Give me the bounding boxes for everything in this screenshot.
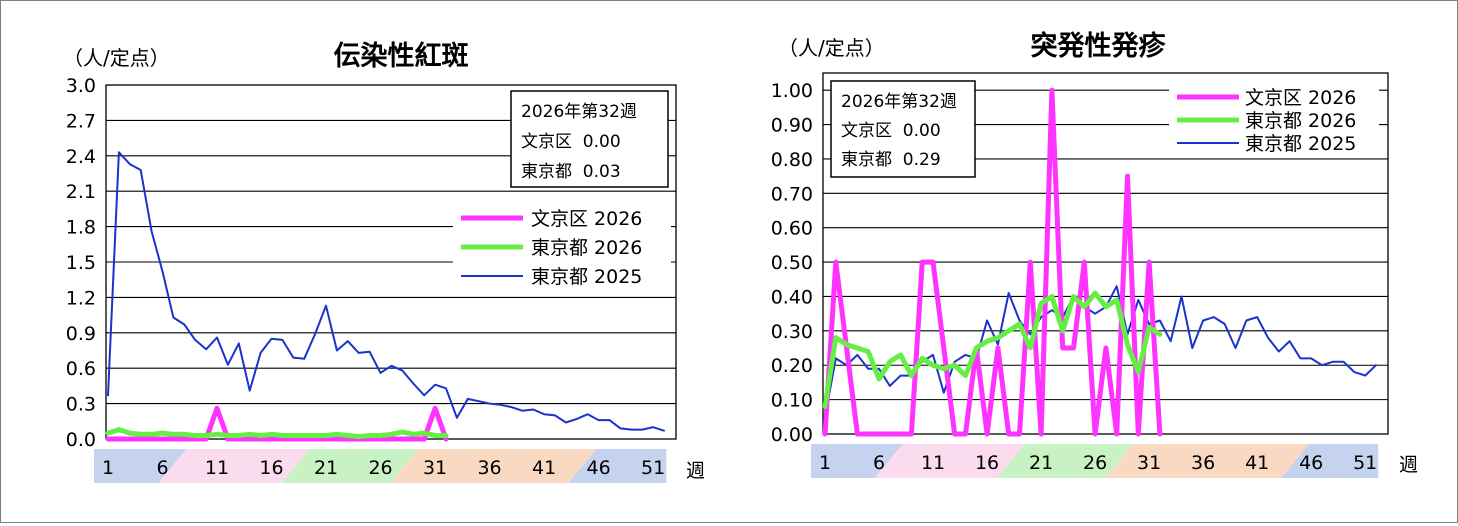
info-week: 2026年第32週 [841,92,957,112]
x-tick-label: 31 [423,457,447,479]
week-band [158,449,310,483]
y-tick-label: 0.10 [771,390,813,412]
info-bunkyo: 文京区 0.00 [521,132,621,152]
x-tick-label: 1 [819,452,831,474]
x-tick-label: 46 [1299,452,1323,474]
x-tick-label: 6 [156,457,168,479]
x-tick-label: 11 [205,457,229,479]
x-tick-label: 11 [921,452,945,474]
y-tick-label: 0.00 [771,424,813,446]
y-tick-label: 0.6 [66,358,96,380]
y-tick-label: 2.1 [66,181,96,203]
x-tick-label: 26 [368,457,392,479]
week-band [1104,444,1310,478]
legend: 文京区 2026 東京都 2026 東京都 2025 [453,201,671,291]
x-tick-label: 41 [532,457,556,479]
info-box: 2026年第32週 文京区 0.00 東京都 0.29 [830,80,976,178]
info-week: 2026年第32週 [521,102,637,122]
y-tick-label: 0.9 [66,323,96,345]
series-line-2 [107,151,665,432]
legend: 文京区 2026 東京都 2026 東京都 2025 [1169,83,1379,157]
week-band [568,449,667,483]
info-box-frame [830,80,976,178]
series-lines [105,151,665,442]
legend-label-bunkyo-2026: 文京区 2026 [1245,87,1356,109]
week-band [874,444,1025,478]
x-tick-label: 51 [1353,452,1377,474]
x-tick-label: 1 [102,457,114,479]
x-tick-label: 21 [314,457,338,479]
y-tick-label: 3.0 [66,75,96,97]
legend-label-tokyo-2025: 東京都 2025 [531,266,642,288]
x-tick-label: 21 [1029,452,1053,474]
legend-label-tokyo-2026: 東京都 2026 [1245,110,1356,132]
y-tick-label: 1.5 [66,252,96,274]
x-tick-label: 36 [477,457,501,479]
info-box: 2026年第32週 文京区 0.00 東京都 0.03 [510,90,669,188]
y-tick-label: 0.30 [771,321,813,343]
x-tick-label: 26 [1083,452,1107,474]
x-tick-label: 36 [1191,452,1215,474]
x-axis-label: 週 [1399,454,1418,476]
y-tick-label: 0.90 [771,115,813,137]
legend-label-tokyo-2025: 東京都 2025 [1245,133,1356,155]
y-tick-label: 0.70 [771,183,813,205]
x-axis-label: 週 [686,460,705,482]
chart-title: 伝染性紅斑 [334,41,469,72]
week-band [996,444,1133,478]
y-tick-label: 0.0 [66,429,96,451]
x-tick-label: 6 [873,452,885,474]
y-tick-label: 1.2 [66,287,96,309]
y-tick-label: 0.3 [66,394,96,416]
y-tick-label: 0.20 [771,355,813,377]
week-band [1281,444,1379,478]
legend-label-bunkyo-2026: 文京区 2026 [531,208,642,230]
info-box-frame [510,90,669,188]
chart-left: 伝染性紅斑 （人/定点） 0.0 0.3 0.6 0.9 1.2 1.5 1.8 2.1 2.4… [63,41,705,483]
y-tick-label: 2.4 [66,146,96,168]
y-tick-label: 0.40 [771,286,813,308]
week-band [94,449,187,483]
y-unit-label: （人/定点） [778,36,885,60]
week-bands: 1 6 11 16 21 26 31 36 41 46 51 [811,444,1379,478]
y-tick-label: 1.8 [66,217,96,239]
chart-title: 突発性発疹 [1031,30,1167,62]
chart-right: 突発性発疹 （人/定点） 0.00 0.10 0.20 0.30 0.40 0.50 0.6… [771,30,1418,478]
series-line-1 [822,290,1163,409]
week-band [390,449,597,483]
x-tick-label: 46 [586,457,610,479]
y-tick-label: 0.60 [771,218,813,240]
x-tick-label: 31 [1137,452,1161,474]
info-tokyo: 東京都 0.29 [841,150,941,170]
y-tick-label: 1.00 [771,80,813,102]
series-lines [822,87,1377,437]
y-tick-labels: 0.00 0.10 0.20 0.30 0.40 0.50 0.60 0.70 0.80 0.90… [771,80,813,446]
week-band [811,444,903,478]
x-tick-label: 16 [975,452,999,474]
y-tick-label: 0.50 [771,252,813,274]
x-tick-label: 51 [641,457,665,479]
y-unit-label: （人/定点） [63,46,170,70]
week-bands: 1 6 11 16 21 26 31 36 41 46 51 [94,449,667,483]
series-line-0 [105,405,449,442]
x-tick-label: 41 [1245,452,1269,474]
legend-label-tokyo-2026: 東京都 2026 [531,237,642,259]
y-tick-label: 0.80 [771,149,813,171]
y-tick-labels: 0.0 0.3 0.6 0.9 1.2 1.5 1.8 2.1 2.4 2.7 3.0 [66,75,96,451]
info-tokyo: 東京都 0.03 [521,162,621,182]
series-line-1 [105,427,449,440]
y-tick-label: 2.7 [66,110,96,132]
series-line-0 [822,87,1163,437]
x-tick-label: 16 [259,457,283,479]
info-bunkyo: 文京区 0.00 [841,121,941,141]
week-band [281,449,419,483]
